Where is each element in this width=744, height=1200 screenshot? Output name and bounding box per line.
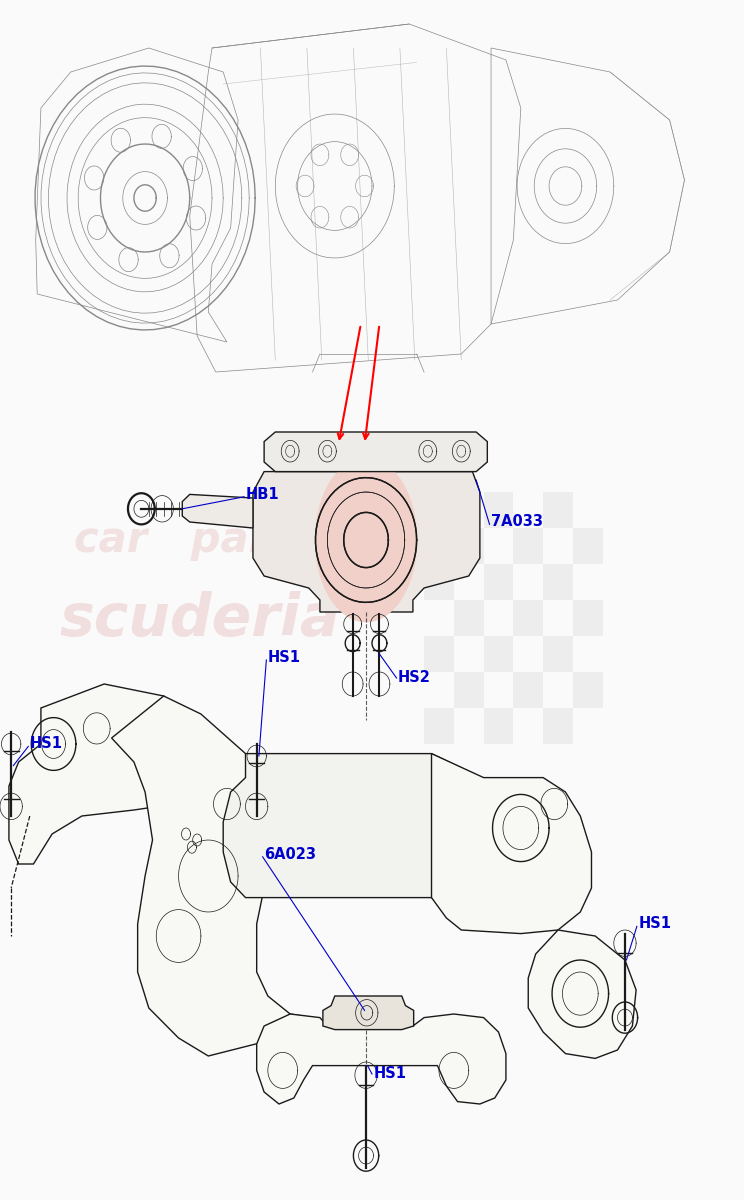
Bar: [484, 708, 513, 744]
Bar: [543, 708, 573, 744]
Text: HS1: HS1: [373, 1067, 406, 1081]
Polygon shape: [257, 1014, 506, 1104]
Polygon shape: [223, 754, 491, 898]
Bar: [573, 672, 603, 708]
Polygon shape: [528, 930, 636, 1058]
Bar: [454, 672, 484, 708]
Bar: [573, 600, 603, 636]
Text: HS2: HS2: [398, 671, 431, 685]
Bar: [424, 492, 454, 528]
Text: scuderia: scuderia: [60, 590, 340, 648]
Bar: [513, 672, 543, 708]
Polygon shape: [112, 696, 312, 1056]
Bar: [543, 636, 573, 672]
Bar: [454, 600, 484, 636]
Bar: [573, 528, 603, 564]
Bar: [484, 492, 513, 528]
Polygon shape: [9, 684, 193, 864]
Bar: [424, 564, 454, 600]
Text: HB1: HB1: [246, 487, 279, 502]
Bar: [424, 708, 454, 744]
Bar: [543, 564, 573, 600]
Bar: [424, 636, 454, 672]
Bar: [454, 528, 484, 564]
Bar: [484, 564, 513, 600]
Polygon shape: [323, 996, 414, 1030]
Polygon shape: [182, 494, 253, 528]
Bar: [484, 636, 513, 672]
Text: HS1: HS1: [268, 650, 301, 665]
Text: 7A033: 7A033: [491, 515, 543, 529]
Text: HS1: HS1: [30, 737, 62, 751]
Polygon shape: [264, 432, 487, 472]
Circle shape: [315, 458, 417, 622]
Text: HS1: HS1: [638, 917, 671, 931]
Bar: [513, 600, 543, 636]
Polygon shape: [253, 472, 480, 612]
Text: car   parts: car parts: [74, 518, 314, 560]
Polygon shape: [432, 754, 591, 934]
Bar: [513, 528, 543, 564]
Text: 6A023: 6A023: [264, 847, 316, 862]
Bar: [543, 492, 573, 528]
